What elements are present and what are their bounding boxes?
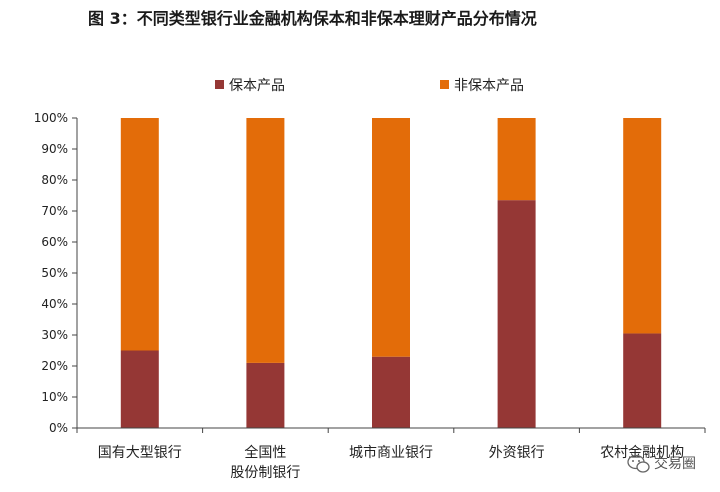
watermark: 交易圈 <box>627 454 696 473</box>
bar-segment-non-principal <box>372 118 410 357</box>
x-tick-label: 全国性 <box>244 444 286 461</box>
y-tick-label: 50% <box>41 266 68 280</box>
y-tick-label: 90% <box>41 142 68 156</box>
bar-segment-principal <box>120 350 159 428</box>
y-tick-label: 20% <box>41 359 68 373</box>
legend: 保本产品 非保本产品 <box>215 78 524 94</box>
wechat-icon <box>627 454 650 473</box>
x-tick-label: 农村金融机构 <box>600 445 684 461</box>
y-tick-label: 80% <box>41 173 68 187</box>
x-tick-label: 国有大型银行 <box>98 445 182 461</box>
bar-segment-non-principal <box>497 118 536 201</box>
legend-swatch-principal <box>215 80 224 89</box>
bar-segment-non-principal <box>623 118 662 334</box>
watermark-text: 交易圈 <box>654 455 696 472</box>
y-tick-label: 70% <box>41 204 68 218</box>
bar-segment-principal <box>497 200 536 428</box>
legend-label-non-principal: 非保本产品 <box>454 78 524 94</box>
y-tick-label: 0% <box>49 421 68 435</box>
x-tick-label: 城市商业银行 <box>349 444 433 461</box>
y-tick-label: 100% <box>34 111 68 125</box>
bar-segment-non-principal <box>246 118 285 363</box>
bar-segment-principal <box>372 356 410 428</box>
y-tick-label: 60% <box>41 235 68 249</box>
legend-swatch-non-principal <box>440 80 449 89</box>
x-tick-label: 股份制银行 <box>230 465 300 481</box>
bar-segment-principal <box>246 362 285 428</box>
bar-segment-non-principal <box>120 118 159 351</box>
bar-segment-principal <box>623 333 662 428</box>
y-tick-label: 10% <box>41 390 68 404</box>
chart-title: 图 3：不同类型银行业金融机构保本和非保本理财产品分布情况 <box>88 9 537 28</box>
legend-label-principal: 保本产品 <box>229 78 285 94</box>
x-tick-label: 外资银行 <box>489 445 545 461</box>
y-tick-label: 30% <box>41 328 68 342</box>
y-tick-label: 40% <box>41 297 68 311</box>
plot-area: 0% 10% 20% 30% 40% 50% 60% 70% 80% 90% 100% 国有大型银行 全… <box>34 111 706 481</box>
